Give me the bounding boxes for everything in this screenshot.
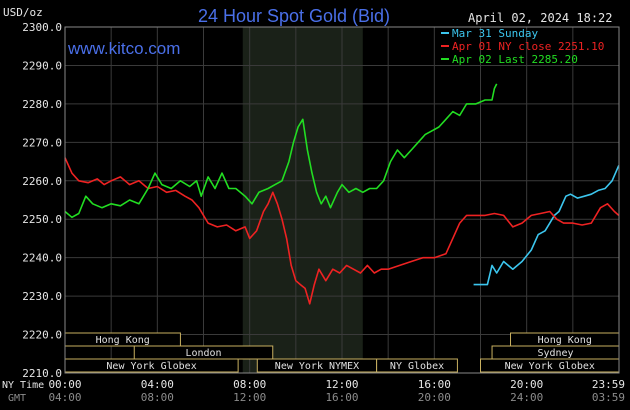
y-unit-label: USD/oz [3, 6, 43, 19]
x-tick-ny: 12:00 [325, 378, 358, 391]
market-session-left: London [133, 345, 274, 360]
market-label: Hong Kong [96, 335, 150, 346]
series-line [64, 83, 498, 219]
nymex-session-shade [242, 27, 363, 373]
market-label: London [185, 348, 221, 359]
market-session-right: Sydney [491, 345, 620, 360]
legend-label: Apr 02 Last 2285.20 [452, 53, 578, 66]
x-tick-gmt: 16:00 [325, 391, 358, 404]
x-tick-gmt: 24:00 [510, 391, 543, 404]
x-tick-ny: 23:59 [592, 378, 625, 391]
market-label: New York Globex [106, 361, 196, 372]
x-tick-ny: 04:00 [141, 378, 174, 391]
series-line [473, 165, 620, 286]
plot-frame [64, 26, 620, 374]
x-tick-gmt: 08:00 [141, 391, 174, 404]
market-label: Sydney [537, 348, 573, 359]
market-label: NY Globex [390, 361, 444, 372]
y-tick-label: 2210.0 [22, 367, 62, 380]
x-tick-ny: 08:00 [233, 378, 266, 391]
website-watermark: www.kitco.com [67, 39, 180, 58]
market-label: New York Globex [505, 361, 595, 372]
y-tick-label: 2270.0 [22, 136, 62, 149]
market-session-right: New York Globex [480, 358, 620, 373]
price-series [64, 83, 620, 305]
x-tick-ny: 00:00 [48, 378, 81, 391]
x-tick-gmt: 04:00 [48, 391, 81, 404]
x-tick-labels: 00:00 04:00 08:00 12:00 16:00 20:00 23:5904:00… [48, 378, 625, 404]
x-tick-gmt: 12:00 [233, 391, 266, 404]
y-tick-label: 2300.0 [22, 21, 62, 34]
chart-title: 24 Hour Spot Gold (Bid) [198, 6, 390, 26]
legend-item: Apr 01 NY close 2251.10 [441, 40, 604, 53]
market-session-right: Hong Kong [510, 332, 620, 347]
market-box [376, 358, 458, 373]
y-tick-label: 2290.0 [22, 59, 62, 72]
market-session-bottom: NY Globex [376, 358, 458, 373]
x-tick-gmt: 20:00 [418, 391, 451, 404]
y-tick-label: 2250.0 [22, 213, 62, 226]
y-tick-label: 2220.0 [22, 329, 62, 342]
x-tick-ny: 16:00 [418, 378, 451, 391]
legend-label: Apr 01 NY close 2251.10 [452, 40, 604, 53]
timestamp: April 02, 2024 18:22 [468, 11, 613, 25]
ny-time-label: NY Time [2, 380, 44, 391]
x-tick-gmt: 03:59 [592, 391, 625, 404]
legend-item: Apr 02 Last 2285.20 [441, 53, 578, 66]
market-label: Hong Kong [538, 335, 592, 346]
y-tick-label: 2260.0 [22, 175, 62, 188]
market-session-bottom: New York NYMEX [256, 358, 378, 373]
y-tick-labels: 2300.0 2290.0 2280.0 2270.0 2260.0 2250.0 2240… [22, 21, 62, 380]
y-tick-label: 2280.0 [22, 98, 62, 111]
legend-label: Mar 31 Sunday [452, 27, 538, 40]
legend-item: Mar 31 Sunday [441, 27, 538, 40]
market-label: New York NYMEX [275, 361, 359, 372]
y-tick-label: 2240.0 [22, 252, 62, 265]
gmt-label: GMT [8, 393, 26, 404]
series-line [64, 157, 620, 305]
y-tick-label: 2230.0 [22, 290, 62, 303]
x-tick-ny: 20:00 [510, 378, 543, 391]
market-sessions: Hong Kong London New York Globex Hong Kong S… [64, 332, 620, 373]
market-session-left: New York Globex [64, 358, 239, 373]
market-session-left: Hong Kong [64, 332, 181, 347]
